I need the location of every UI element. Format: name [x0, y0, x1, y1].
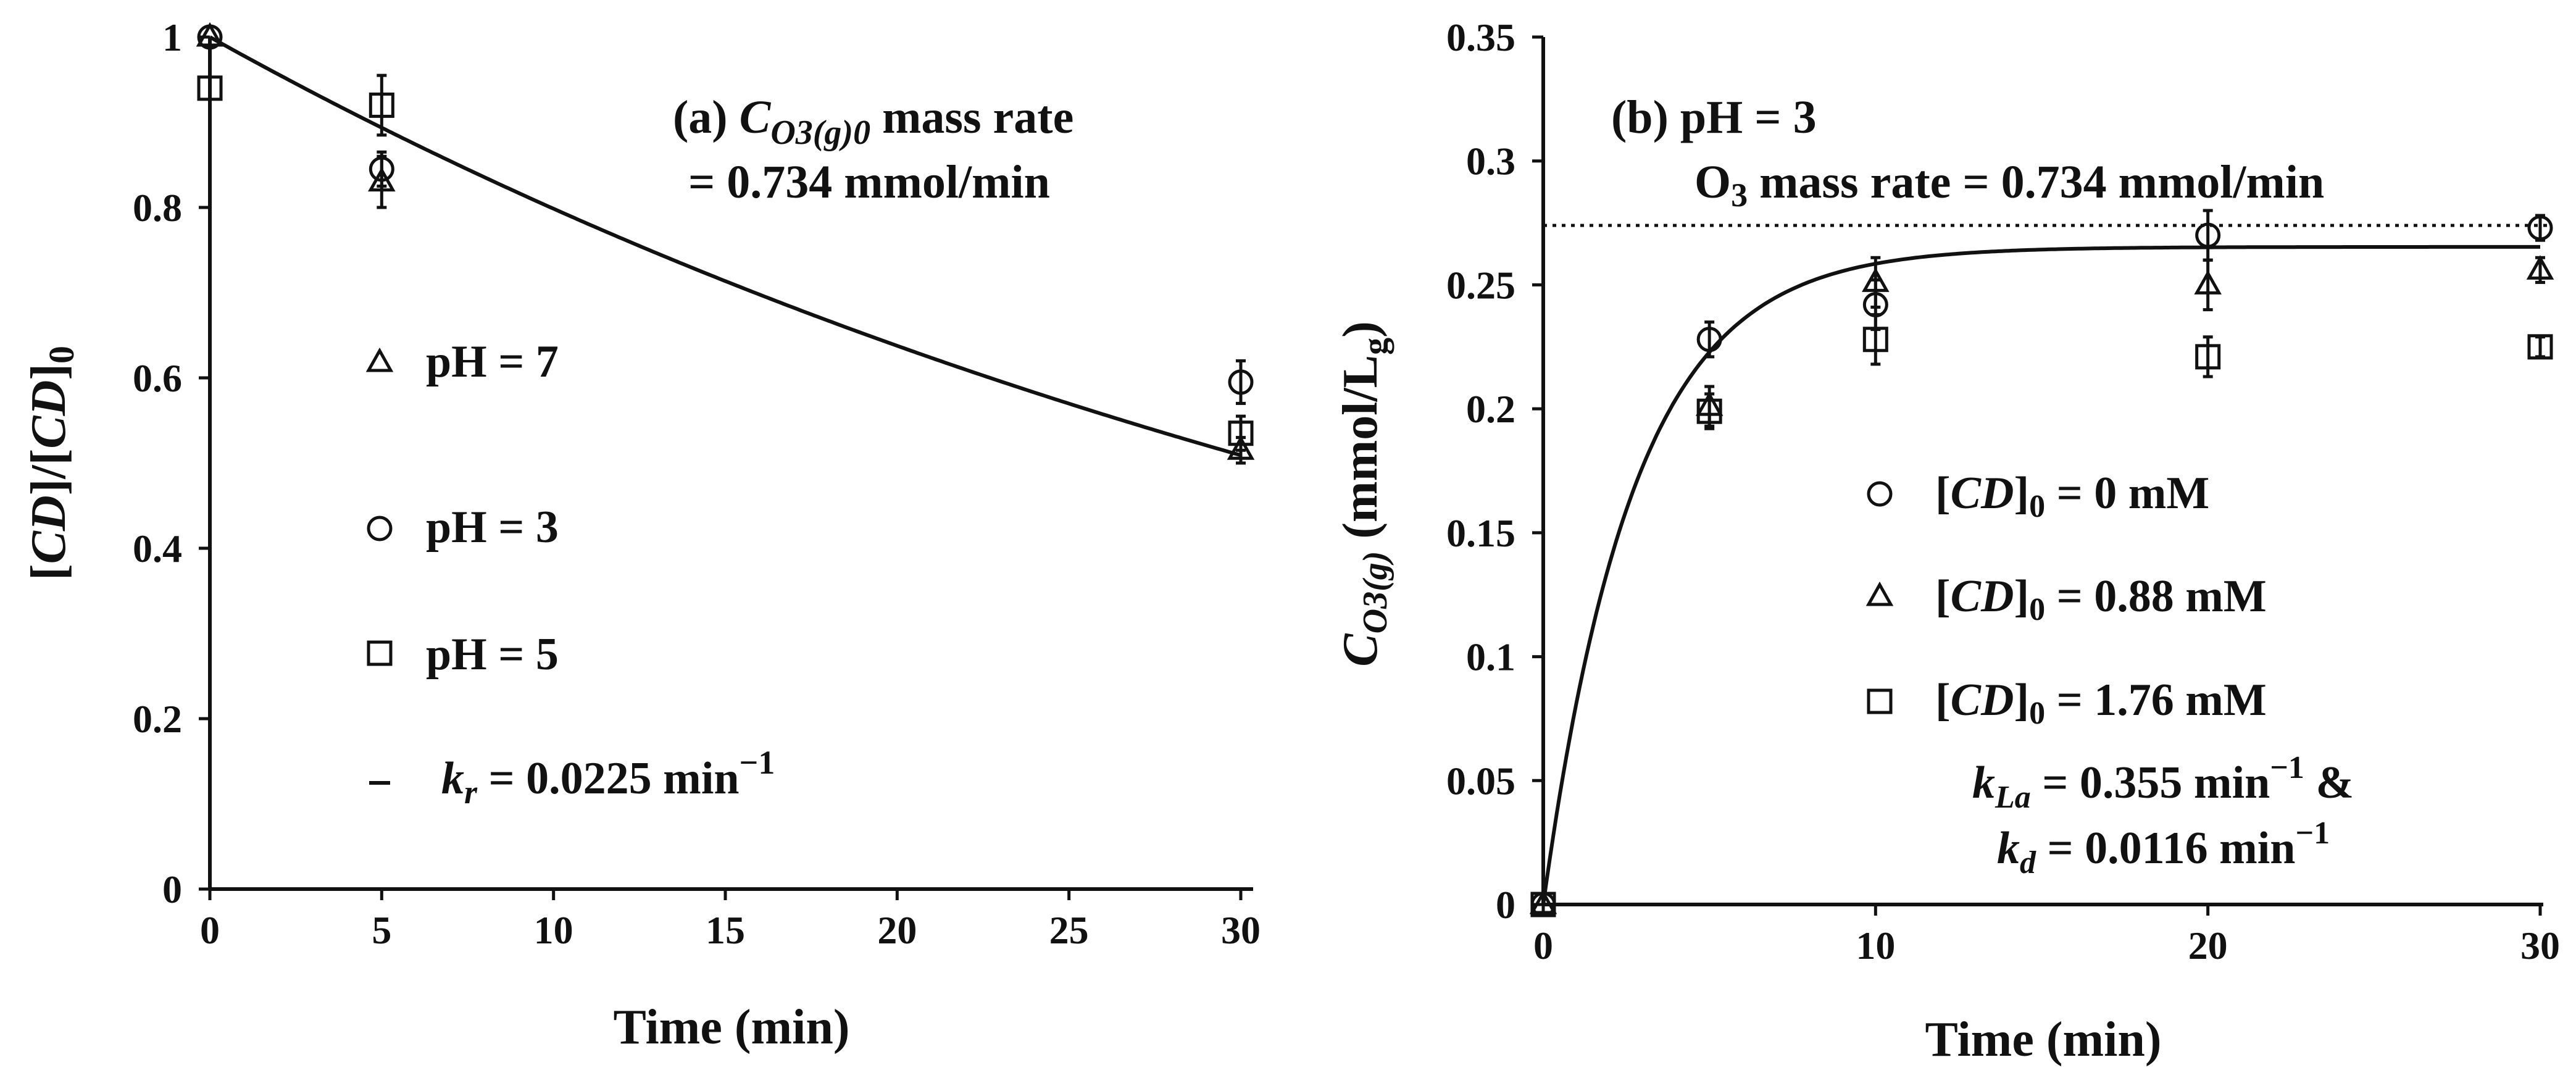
panel-b-legend: [CD]0 = 0 mM [CD]0 = 0.88 mM [CD]0 = 1.7…	[1865, 468, 2267, 731]
legend-marker-square	[1867, 688, 1893, 714]
y-tick-label: 0.6	[133, 356, 182, 400]
panel-b-fit-label-kd: kd = 0.0116 min−1	[1997, 816, 2330, 880]
legend-item-cd0: [CD]0 = 0 mM	[1867, 468, 2209, 524]
y-tick-label: 0.4	[133, 527, 182, 570]
legend-label: [CD]0 = 0 mM	[1935, 468, 2209, 524]
y-tick-label: 0.1	[1466, 635, 1515, 679]
legend-label: pH = 5	[426, 629, 559, 680]
data-point-square	[2195, 344, 2221, 370]
data-point-triangle	[1862, 267, 1890, 292]
legend-item-ph7: pH = 7	[365, 336, 559, 387]
data-point-circle	[369, 156, 394, 182]
legend-marker-square	[367, 640, 393, 666]
x-tick-label: 15	[706, 908, 745, 952]
x-tick-label: 25	[1049, 908, 1089, 952]
legend-label-fit: kr = 0.0225 min−1	[441, 744, 775, 811]
panel-a-axes	[208, 37, 1253, 891]
panel-a-points	[196, 22, 1255, 465]
panel-a-annotation-line1: (a) CO3(g)0 mass rate	[673, 91, 1073, 152]
y-tick-label: 0	[1496, 883, 1515, 927]
legend-marker-triangle	[365, 347, 394, 372]
y-tick-label: 0.3	[1466, 140, 1515, 183]
legend-label: [CD]0 = 1.76 mM	[1935, 675, 2267, 731]
panel-a-annotation-line2: = 0.734 mmol/min	[688, 156, 1050, 208]
panel-a-y-axis-label: [CD]/[CD]0	[22, 346, 81, 580]
panel-b-x-axis-label: Time (min)	[1925, 1013, 2162, 1067]
data-point-square	[2527, 334, 2553, 360]
data-point-square	[1862, 327, 1888, 353]
x-tick-label: 0	[200, 908, 220, 952]
panel-b-axes	[1541, 37, 2543, 906]
panel-b-y-axis-label: CO3(g) (mmol/Lg)	[1333, 321, 1394, 666]
y-tick-label: 0.15	[1446, 511, 1515, 555]
y-tick-label: 0.25	[1446, 263, 1515, 307]
data-point-circle	[1228, 369, 1254, 395]
x-tick-label: 20	[877, 908, 917, 952]
panel-a-x-axis-label: Time (min)	[614, 1000, 850, 1055]
panel-b-ticks: 0 10 20 30 0 0.05 0.1 0.15 0.2 0.25 0.3 0.35	[1446, 15, 2560, 967]
data-point-square	[1696, 398, 1722, 424]
data-point-square	[1530, 892, 1556, 917]
y-tick-label: 0.2	[1466, 387, 1515, 431]
data-point-square	[369, 92, 394, 118]
y-tick-label: 0.35	[1446, 15, 1515, 59]
data-point-circle	[2527, 215, 2553, 241]
legend-item-ph5: pH = 5	[367, 629, 559, 680]
legend-label: [CD]0 = 0.88 mM	[1935, 571, 2267, 627]
x-tick-label: 30	[1221, 908, 1261, 952]
data-point-triangle	[196, 22, 224, 47]
x-tick-label: 5	[372, 908, 391, 952]
data-point-triangle	[1227, 435, 1255, 460]
y-tick-label: 0.8	[133, 186, 182, 230]
x-tick-label: 10	[1856, 924, 1895, 967]
y-tick-label: 0	[162, 867, 182, 911]
data-point-square	[1228, 420, 1254, 446]
legend-label: pH = 3	[426, 502, 559, 553]
y-tick-label: 0.2	[133, 697, 182, 741]
data-point-square	[197, 75, 223, 101]
data-point-triangle	[1529, 889, 1557, 914]
panel-b-annotation-line1: (b) pH = 3	[1611, 91, 1817, 143]
panel-b-points	[1529, 209, 2554, 917]
x-tick-label: 0	[1533, 924, 1553, 967]
x-tick-label: 30	[2520, 924, 2560, 967]
y-tick-label: 1	[162, 15, 182, 59]
data-point-circle	[197, 24, 223, 50]
panel-a: 0 5 10 15 20 25 30 0 0.2 0.4 0.6 0.8 1 Time (min) [C…	[22, 15, 1261, 1055]
data-point-circle	[2195, 222, 2221, 248]
panel-b: 0 10 20 30 0 0.05 0.1 0.15 0.2 0.25 0.3 0.35 Time (…	[1333, 15, 2560, 1067]
y-tick-label: 0.05	[1446, 759, 1515, 803]
legend-item-cd088: [CD]0 = 0.88 mM	[1865, 571, 2267, 627]
legend-item-fit: kr = 0.0225 min−1	[369, 744, 775, 811]
legend-item-cd176: [CD]0 = 1.76 mM	[1867, 675, 2267, 731]
panel-a-ticks: 0 5 10 15 20 25 30 0 0.2 0.4 0.6 0.8 1	[133, 15, 1261, 952]
legend-marker-triangle	[1865, 581, 1894, 606]
panel-a-legend: pH = 7 pH = 3 pH = 5 kr = 0.0225 min−1	[365, 336, 775, 811]
data-point-triangle	[2194, 270, 2222, 295]
panel-b-fit-label-kla: kLa = 0.355 min−1 &	[1972, 750, 2354, 815]
data-point-circle	[1696, 327, 1722, 353]
legend-marker-circle	[367, 516, 393, 541]
legend-item-ph3: pH = 3	[367, 502, 559, 553]
legend-marker-circle	[1867, 481, 1893, 507]
data-point-triangle	[2526, 255, 2554, 280]
x-tick-label: 20	[2188, 924, 2228, 967]
x-tick-label: 10	[534, 908, 573, 952]
legend-label: pH = 7	[426, 336, 559, 387]
panel-b-annotation-line2: O3 mass rate = 0.734 mmol/min	[1694, 156, 2324, 214]
